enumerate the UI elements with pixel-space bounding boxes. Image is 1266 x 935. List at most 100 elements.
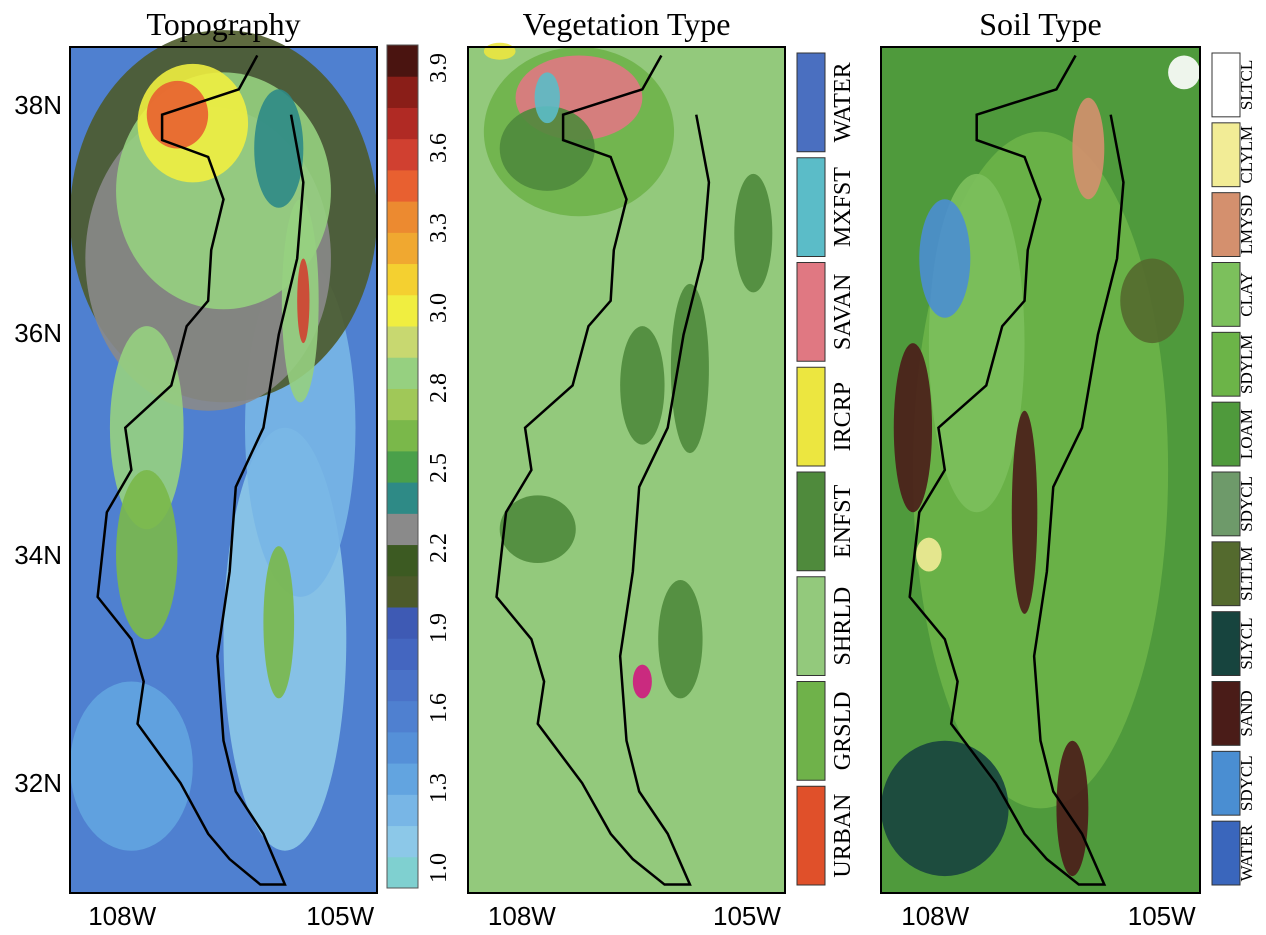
map-region — [1168, 55, 1200, 89]
legend-swatch — [797, 682, 825, 781]
colorbar-band — [387, 763, 418, 795]
panel-title: Soil Type — [979, 6, 1102, 42]
colorbar-label: 2.2 — [426, 533, 452, 563]
colorbar-band — [387, 139, 418, 171]
map-region — [894, 343, 932, 512]
figure: Topography 108W 105W Vegetation Type 108W 105… — [0, 0, 1266, 935]
map-region — [916, 538, 942, 572]
legend-swatch — [1212, 123, 1240, 187]
colorbar-band — [387, 232, 418, 264]
panel-title: Topography — [146, 6, 300, 42]
colorbar-band — [387, 826, 418, 858]
legend-swatch — [1212, 53, 1240, 117]
legend-label: IRCRP — [830, 382, 856, 451]
colorbar-band — [387, 732, 418, 764]
map-region — [919, 199, 970, 317]
colorbar-band — [387, 794, 418, 826]
longitude-label: 105W — [1128, 901, 1196, 931]
colorbar-label: 1.3 — [426, 773, 452, 803]
legend-swatch — [797, 263, 825, 362]
latitude-label: 38N — [14, 90, 62, 120]
longitude-label: 105W — [713, 901, 781, 931]
map-region — [620, 326, 664, 444]
colorbar-band — [387, 326, 418, 358]
colorbar-band — [387, 701, 418, 733]
colorbar-label: 1.6 — [426, 693, 452, 723]
latitude-label: 32N — [14, 768, 62, 798]
map-region — [658, 580, 702, 698]
colorbar-band — [387, 420, 418, 452]
panel-title: Vegetation Type — [523, 6, 731, 42]
latitude-label: 34N — [14, 540, 62, 570]
legend-swatch — [1212, 263, 1240, 327]
map-region — [297, 259, 309, 344]
longitude-label: 108W — [901, 901, 969, 931]
colorbar-band — [387, 357, 418, 389]
legend-label: SDYLM — [1237, 334, 1256, 394]
legend-label: GRSLD — [830, 692, 856, 771]
longitude-label: 105W — [306, 901, 374, 931]
colorbar-label: 3.3 — [426, 213, 452, 243]
legend-swatch — [797, 367, 825, 466]
map-region — [535, 72, 560, 123]
legend-swatch — [1212, 402, 1240, 466]
colorbar-band — [387, 857, 418, 889]
legend-swatch — [797, 472, 825, 571]
longitude-label: 108W — [488, 901, 556, 931]
map-region — [1012, 411, 1038, 614]
colorbar-band — [387, 576, 418, 608]
legend-swatch — [1212, 751, 1240, 815]
colorbar-band — [387, 76, 418, 108]
legend-swatch — [1212, 332, 1240, 396]
map-region — [1072, 98, 1104, 200]
legend-swatch — [1212, 821, 1240, 885]
map-region — [1056, 741, 1088, 876]
legend-label: SDYCL — [1237, 755, 1256, 811]
legend-label: SAND — [1237, 690, 1256, 736]
map-region — [734, 174, 772, 292]
map-region — [1120, 259, 1184, 344]
colorbar-label: 3.0 — [426, 293, 452, 323]
legend-swatch — [797, 53, 825, 152]
colorbar-band — [387, 170, 418, 202]
longitude-label: 108W — [88, 901, 156, 931]
legend-label: WATER — [830, 62, 856, 142]
colorbar-label: 1.9 — [426, 613, 452, 643]
legend-label: CLYLM — [1237, 126, 1256, 184]
legend-label: SDYCL — [1237, 476, 1256, 532]
colorbar-band — [387, 388, 418, 420]
legend-label: SAVAN — [830, 274, 856, 351]
map-region — [147, 81, 208, 149]
legend-swatch — [1212, 542, 1240, 606]
colorbar-band — [387, 264, 418, 296]
colorbar-band — [387, 545, 418, 577]
legend-swatch — [797, 577, 825, 676]
legend-swatch — [1212, 472, 1240, 536]
map-region — [881, 741, 1009, 876]
map-region — [633, 665, 652, 699]
legend-label: SLTLM — [1237, 547, 1256, 601]
legend-label: WATER — [1237, 824, 1256, 881]
map-region — [116, 470, 177, 639]
colorbar-band — [387, 295, 418, 327]
maps — [70, 30, 1200, 893]
legend-swatch — [1212, 193, 1240, 257]
legend-label: LOAM — [1237, 409, 1256, 459]
colorbar-band — [387, 451, 418, 483]
colorbar-label: 1.0 — [426, 853, 452, 883]
legend-swatch — [797, 158, 825, 257]
legend-label: SHRLD — [830, 587, 856, 666]
colorbar-band — [387, 107, 418, 139]
colorbar-label: 3.9 — [426, 53, 452, 83]
map-region — [263, 546, 294, 698]
legend-label: LMYSD — [1237, 195, 1256, 255]
colorbar-band — [387, 513, 418, 545]
legend-label: SLYCL — [1237, 618, 1256, 670]
colorbar-label: 2.8 — [426, 373, 452, 403]
map-region — [70, 682, 193, 851]
legend-label: MXFST — [830, 167, 856, 247]
legend-swatch — [1212, 612, 1240, 676]
colorbar-band — [387, 669, 418, 701]
legend-label: SLTCL — [1237, 60, 1256, 110]
colorbar-label: 3.6 — [426, 133, 452, 163]
